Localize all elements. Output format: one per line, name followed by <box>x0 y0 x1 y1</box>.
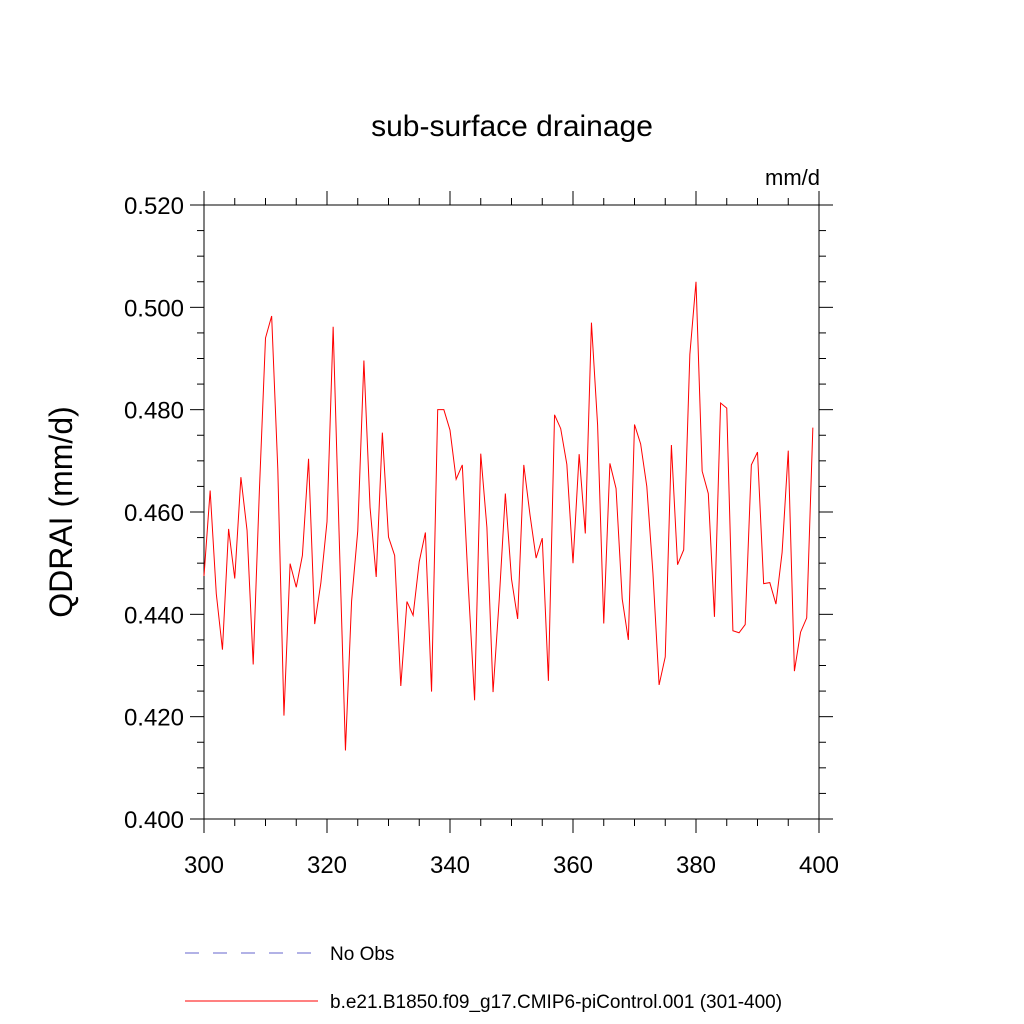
y-tick-label: 0.400 <box>124 807 184 834</box>
y-tick-label: 0.480 <box>124 398 184 425</box>
x-tick-label: 360 <box>553 852 593 879</box>
y-tick-label: 0.520 <box>124 193 184 220</box>
axis-ticks: 0.400 0.420 0.440 0.460 0.480 0.500 0.520 300 32… <box>124 191 839 879</box>
y-axis-label: QDRAI (mm/d) <box>43 406 79 618</box>
y-tick-label: 0.440 <box>124 602 184 629</box>
series-line-0 <box>203 281 814 751</box>
legend-label-no-obs: No Obs <box>330 944 394 965</box>
x-tick-label: 380 <box>676 852 716 879</box>
x-tick-label: 300 <box>184 852 224 879</box>
x-tick-label: 400 <box>799 852 839 879</box>
legend: No Obs b.e21.B1850.f09_g17.CMIP6-piContr… <box>185 944 782 1013</box>
chart-title: sub-surface drainage <box>371 110 653 143</box>
y-tick-label: 0.500 <box>124 295 184 322</box>
plot-frame <box>203 204 820 820</box>
x-tick-label: 340 <box>430 852 470 879</box>
units-label: mm/d <box>765 165 820 190</box>
y-tick-label: 0.420 <box>124 705 184 732</box>
legend-label-model: b.e21.B1850.f09_g17.CMIP6-piControl.001 … <box>330 992 782 1013</box>
series-layer <box>203 281 814 751</box>
x-tick-label: 320 <box>307 852 347 879</box>
y-tick-label: 0.460 <box>124 500 184 527</box>
